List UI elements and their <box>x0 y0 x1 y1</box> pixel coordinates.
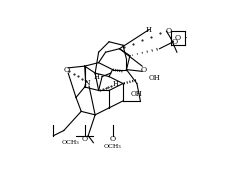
Text: O: O <box>165 27 171 35</box>
Text: O: O <box>109 135 116 143</box>
Text: O: O <box>82 135 88 143</box>
Text: OH: OH <box>131 90 143 98</box>
Text: O: O <box>175 34 181 42</box>
Text: O: O <box>172 38 178 46</box>
Text: H: H <box>113 80 119 88</box>
Text: O: O <box>63 66 70 74</box>
Text: OCH₃: OCH₃ <box>104 144 121 149</box>
Text: O: O <box>141 66 147 74</box>
Text: H: H <box>94 73 100 81</box>
Text: H: H <box>146 26 152 34</box>
Text: OCH₃: OCH₃ <box>62 140 80 145</box>
Text: -: - <box>185 34 187 42</box>
Text: OH: OH <box>148 74 160 82</box>
Text: N: N <box>84 79 91 87</box>
